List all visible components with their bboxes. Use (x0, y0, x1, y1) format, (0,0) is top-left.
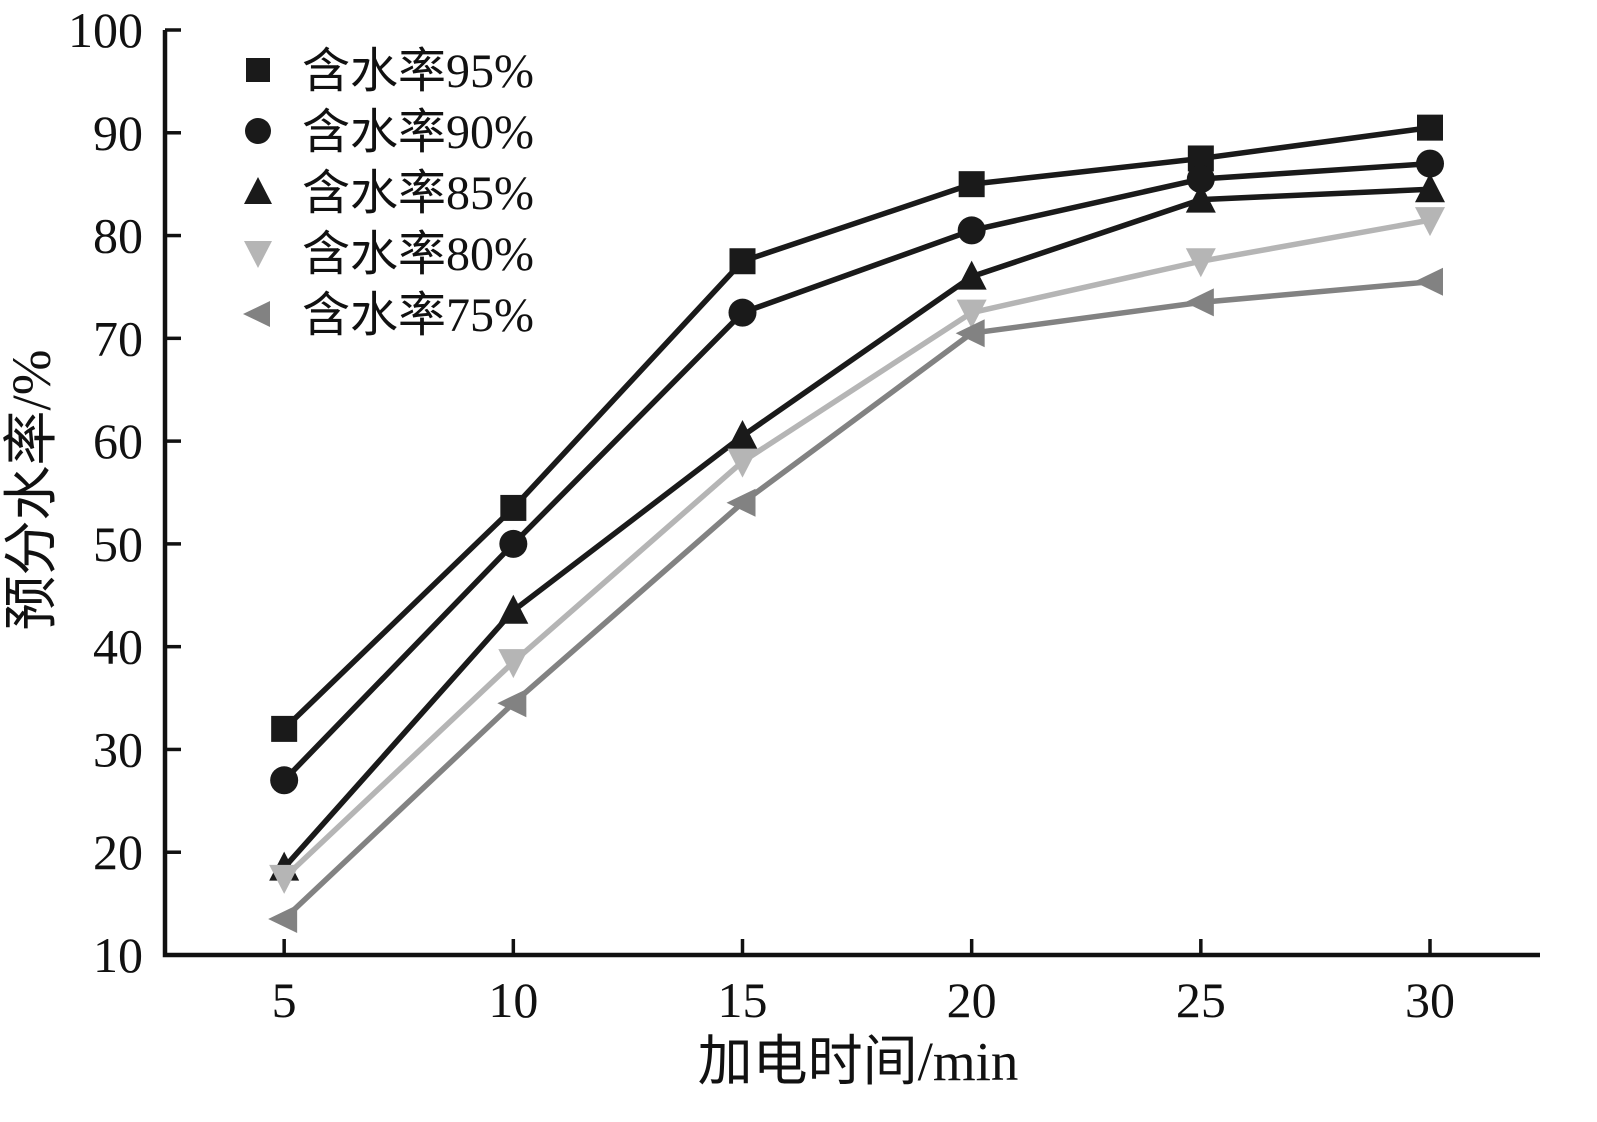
y-tick-label: 60 (93, 413, 143, 469)
triangle-left-marker-icon (243, 301, 270, 327)
circle-marker-icon (245, 118, 271, 144)
circle-marker-icon (728, 298, 757, 327)
y-tick-label: 80 (93, 208, 143, 264)
square-marker-icon (729, 248, 756, 275)
triangle-down-marker-icon (498, 649, 529, 679)
series-line (282, 279, 1431, 922)
series-line (282, 160, 1431, 783)
triangle-down-marker-icon (1415, 207, 1445, 237)
series-moisture-90 (270, 149, 1444, 795)
triangle-up-marker-icon (498, 594, 529, 624)
triangle-down-marker-icon (244, 241, 272, 268)
x-tick-label: 30 (1405, 972, 1455, 1028)
triangle-down-marker-icon (269, 864, 300, 894)
x-tick-labels: 5 10 15 20 25 30 (272, 972, 1455, 1028)
square-marker-icon (1417, 114, 1443, 141)
y-tick-label: 20 (93, 824, 143, 880)
series-moisture-75 (268, 267, 1443, 934)
legend: 含水率95% 含水率90% 含水率85% 含水率80% 含水率75% (243, 45, 534, 342)
triangle-up-marker-icon (956, 260, 987, 290)
circle-marker-icon (499, 529, 528, 558)
circle-marker-icon (1416, 149, 1444, 178)
triangle-left-marker-icon (268, 905, 298, 934)
y-tick-label: 50 (93, 516, 143, 572)
square-marker-icon (271, 715, 298, 742)
y-tick-label: 30 (93, 721, 143, 777)
x-axis-title: 加电时间/min (698, 1031, 1019, 1092)
series-moisture-95 (271, 114, 1443, 742)
x-tick-label: 5 (272, 972, 297, 1028)
legend-item-moisture-95: 含水率95% (246, 45, 534, 98)
triangle-down-marker-icon (727, 448, 758, 478)
legend-label: 含水率85% (302, 167, 534, 220)
y-tick-label: 70 (93, 310, 143, 366)
y-axis-title: 预分水率/% (1, 349, 62, 630)
y-tick-label: 40 (93, 619, 143, 675)
series-line (282, 186, 1431, 870)
legend-item-moisture-85: 含水率85% (244, 167, 534, 220)
legend-item-moisture-90: 含水率90% (245, 106, 534, 159)
legend-item-moisture-75: 含水率75% (243, 289, 534, 342)
x-tick-label: 15 (718, 972, 768, 1028)
triangle-up-marker-icon (1185, 183, 1216, 213)
circle-marker-icon (957, 216, 986, 245)
triangle-up-marker-icon (244, 177, 272, 204)
legend-label: 含水率80% (302, 228, 534, 281)
triangle-left-marker-icon (1414, 267, 1443, 296)
y-tick-label: 100 (68, 2, 143, 58)
square-marker-icon (246, 58, 270, 82)
triangle-up-marker-icon (1415, 173, 1445, 203)
triangle-left-marker-icon (955, 319, 985, 348)
circle-marker-icon (270, 766, 299, 795)
legend-label: 含水率95% (302, 45, 534, 98)
triangle-left-marker-icon (726, 488, 756, 517)
tick-marks (165, 28, 1432, 957)
legend-item-moisture-80: 含水率80% (244, 228, 534, 281)
triangle-down-marker-icon (1185, 248, 1216, 278)
x-tick-label: 10 (488, 972, 538, 1028)
y-tick-label: 90 (93, 105, 143, 161)
circle-marker-icon (1186, 165, 1215, 194)
y-tick-label: 10 (93, 927, 143, 983)
x-tick-label: 20 (947, 972, 997, 1028)
legend-label: 含水率90% (302, 106, 534, 159)
square-marker-icon (958, 171, 985, 198)
triangle-left-marker-icon (1184, 288, 1214, 317)
series-line (282, 217, 1431, 880)
x-tick-label: 25 (1176, 972, 1226, 1028)
triangle-up-marker-icon (727, 419, 758, 449)
square-marker-icon (500, 494, 527, 521)
triangle-down-marker-icon (956, 299, 987, 329)
series-moisture-80 (269, 207, 1445, 894)
y-tick-labels: 10 20 30 40 50 60 70 80 90 100 (68, 2, 143, 983)
series-line (282, 124, 1431, 731)
legend-label: 含水率75% (302, 289, 534, 342)
triangle-left-marker-icon (497, 689, 527, 718)
